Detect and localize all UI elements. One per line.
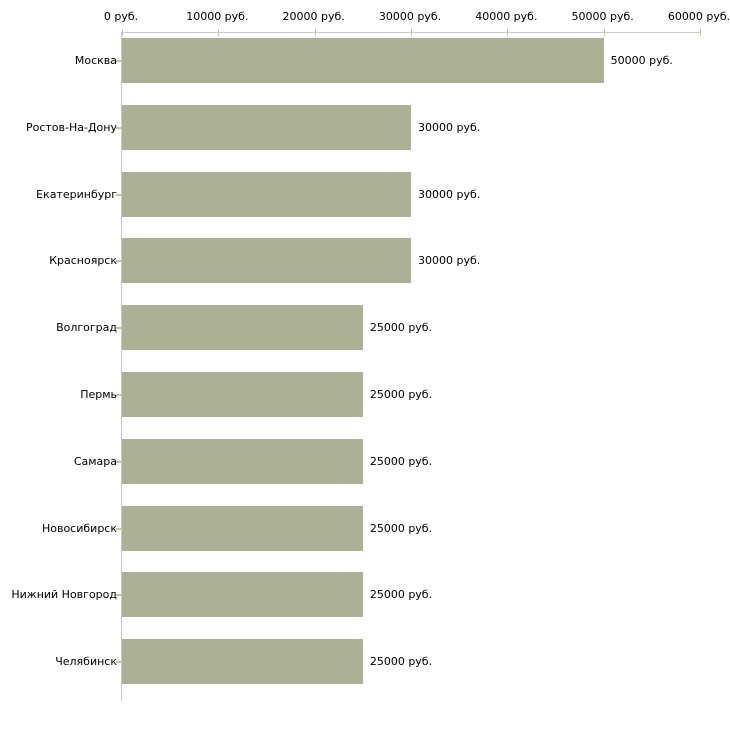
category-label: Волгоград <box>56 321 117 335</box>
bar <box>122 104 411 150</box>
bar-row: Самара 25000 руб. <box>74 434 700 501</box>
value-label: 25000 руб. <box>369 588 433 602</box>
bar-row: Красноярск 30000 руб. <box>49 233 700 300</box>
y-tick <box>116 460 122 463</box>
y-tick <box>116 126 122 129</box>
y-tick <box>116 60 122 62</box>
bar <box>122 572 363 618</box>
bar <box>122 305 363 351</box>
x-tick <box>411 29 412 36</box>
x-axis-tick-label: 40000 руб. <box>475 10 538 23</box>
value-label: 50000 руб. <box>610 54 673 67</box>
y-tick <box>116 260 122 263</box>
value-label: 25000 руб. <box>369 321 433 335</box>
y-tick <box>116 594 122 597</box>
y-tick <box>116 327 122 330</box>
bar-row: Москва 50000 руб. <box>75 33 700 100</box>
category-label: Пермь <box>80 387 117 401</box>
y-tick <box>116 193 122 196</box>
y-tick <box>116 527 122 530</box>
bar <box>122 505 363 551</box>
category-label: Москва <box>74 54 117 67</box>
value-label: 30000 руб. <box>418 254 481 268</box>
x-axis-labels: 0 руб. 10000 руб. 20000 руб. 30000 руб. … <box>104 10 730 24</box>
plot-area: Москва 50000 руб. Ростов-На-Дону 30000 р… <box>11 29 701 701</box>
bar-row: Пермь 25000 руб. <box>80 367 700 434</box>
value-label: 30000 руб. <box>418 187 481 201</box>
category-label: Новосибирск <box>41 521 117 535</box>
bar <box>122 38 604 83</box>
bar <box>122 371 363 417</box>
bar-row: Нижний Новгород 25000 руб. <box>11 567 700 634</box>
x-axis-tick-label: 30000 руб. <box>378 10 442 23</box>
category-label: Красноярск <box>49 254 117 268</box>
y-tick <box>116 661 122 664</box>
x-axis-tick-label: 60000 руб. <box>667 10 730 23</box>
category-label: Нижний Новгород <box>11 588 117 602</box>
bar <box>122 238 411 284</box>
value-label: 25000 руб. <box>369 655 433 669</box>
bar <box>122 438 363 484</box>
x-tick <box>603 29 605 36</box>
x-tick <box>700 29 701 36</box>
bar <box>122 171 411 217</box>
bar-row: Екатеринбург 30000 руб. <box>36 167 700 234</box>
bar-row: Челябинск 25000 руб. <box>55 634 700 701</box>
x-tick <box>122 29 123 36</box>
value-label: 30000 руб. <box>418 120 481 134</box>
x-axis-tick-label: 20000 руб. <box>282 10 345 23</box>
value-label: 25000 руб. <box>369 521 433 535</box>
bar <box>122 639 363 685</box>
x-axis-tick-label: 50000 руб. <box>571 10 634 23</box>
bar-row: Волгоград 25000 руб. <box>56 300 700 367</box>
value-label: 25000 руб. <box>369 454 433 468</box>
y-tick <box>116 393 122 396</box>
bar-row: Новосибирск 25000 руб. <box>42 501 700 568</box>
category-label: Челябинск <box>55 655 117 669</box>
x-tick <box>507 29 509 36</box>
bar-row: Ростов-На-Дону 30000 руб. <box>26 100 700 167</box>
x-axis-tick-label: 0 руб. <box>103 10 139 23</box>
category-label: Екатеринбург <box>36 187 117 201</box>
x-axis-tick-label: 10000 руб. <box>186 10 249 23</box>
category-label: Самара <box>73 454 117 468</box>
category-label: Ростов-На-Дону <box>25 120 117 134</box>
x-tick <box>218 29 220 36</box>
x-tick <box>314 29 316 36</box>
value-label: 25000 руб. <box>369 387 433 401</box>
